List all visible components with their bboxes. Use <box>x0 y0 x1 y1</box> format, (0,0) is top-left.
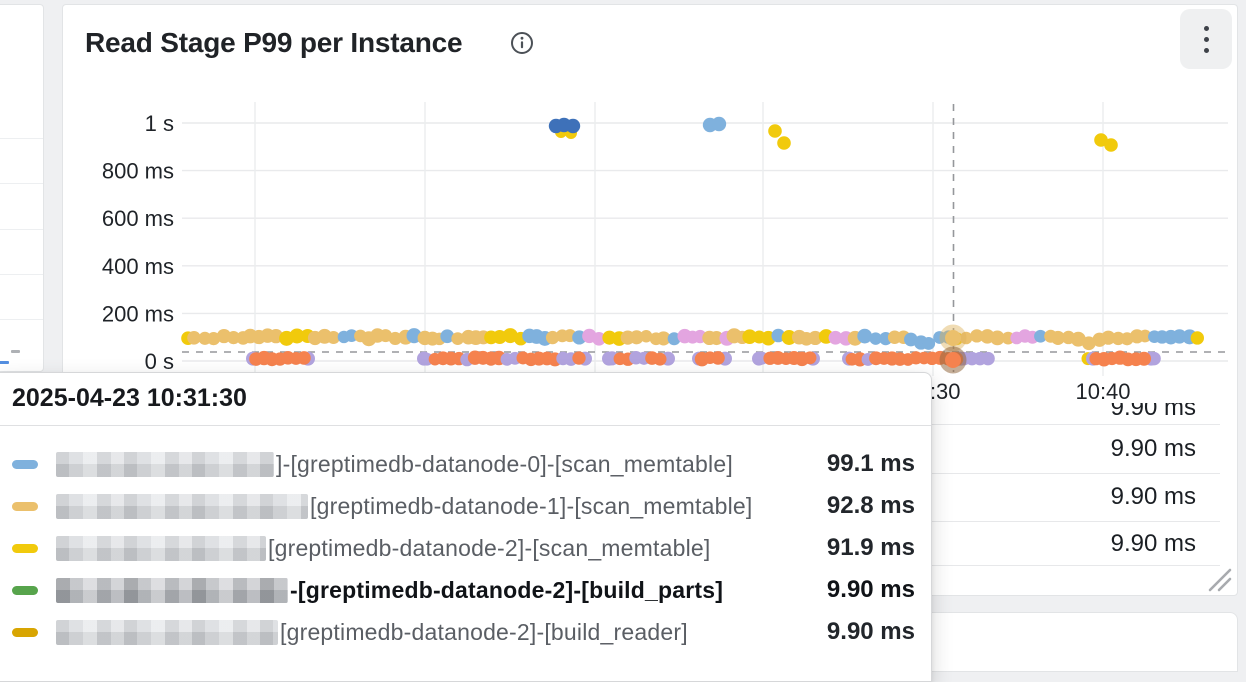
series-color-marker <box>12 585 38 595</box>
series-value: 91.9 ms <box>826 534 915 561</box>
series-value: 92.8 ms <box>826 492 915 519</box>
panel-title: Read Stage P99 per Instance <box>85 27 463 58</box>
redacted-series-name <box>56 577 288 603</box>
tooltip-series-row: -[greptimedb-datanode-2]-[build_parts] 9.… <box>0 569 931 611</box>
series-value: 9.90 ms <box>826 618 915 645</box>
adjacent-panel-left <box>0 4 44 372</box>
series-name-visible-part: -[greptimedb-datanode-2]-[build_parts] <box>290 576 724 603</box>
tooltip-series-row: [greptimedb-datanode-1]-[scan_memtable] 9… <box>0 485 931 527</box>
panel-menu-button[interactable] <box>1180 9 1232 69</box>
series-name-visible-part: [greptimedb-datanode-2]-[scan_memtable] <box>268 534 711 561</box>
series-color-marker <box>12 543 38 553</box>
chart-tooltip: 2025-04-23 10:31:30 ]-[greptimedb-datano… <box>0 372 932 682</box>
series-value: 99.1 ms <box>826 450 915 477</box>
kebab-menu-icon <box>1203 25 1209 31</box>
mini-gridline <box>0 319 43 320</box>
mini-gridline <box>0 138 43 139</box>
tooltip-divider <box>0 425 931 426</box>
tooltip-series-row: ]-[greptimedb-datanode-0]-[scan_memtable… <box>0 443 931 485</box>
legend-value[interactable]: 9.90 ms <box>1110 403 1196 421</box>
tooltip-timestamp: 2025-04-23 10:31:30 <box>12 384 247 412</box>
mini-gridline <box>0 274 43 275</box>
series-color-marker <box>12 627 38 637</box>
mini-gridline <box>0 183 43 184</box>
legend-value[interactable]: 9.90 ms <box>1110 530 1196 557</box>
redacted-series-name <box>56 493 308 519</box>
panel-resize-handle[interactable] <box>1204 566 1232 592</box>
series-value: 9.90 ms <box>826 576 915 603</box>
legend-value[interactable]: 9.90 ms <box>1110 483 1196 510</box>
redacted-series-name <box>56 535 266 561</box>
series-color-marker <box>12 501 38 511</box>
mini-gridline <box>0 229 43 230</box>
tooltip-series-row: [greptimedb-datanode-2]-[build_reader] 9.… <box>0 611 931 653</box>
series-name-visible-part: [greptimedb-datanode-2]-[build_reader] <box>280 618 688 645</box>
kebab-menu-icon <box>1203 47 1209 53</box>
series-name-visible-part: [greptimedb-datanode-1]-[scan_memtable] <box>310 492 753 519</box>
series-color-marker <box>12 459 38 469</box>
mini-series-dash <box>11 350 20 353</box>
tooltip-rows: ]-[greptimedb-datanode-0]-[scan_memtable… <box>0 426 931 653</box>
info-icon[interactable] <box>510 31 534 55</box>
redacted-series-name <box>56 619 278 645</box>
kebab-menu-icon <box>1203 36 1209 42</box>
series-name-visible-part: ]-[greptimedb-datanode-0]-[scan_memtable… <box>276 450 733 477</box>
redacted-series-name <box>56 451 274 477</box>
legend-value[interactable]: 9.90 ms <box>1110 435 1196 462</box>
tooltip-series-row: [greptimedb-datanode-2]-[scan_memtable] 9… <box>0 527 931 569</box>
mini-series-line <box>0 361 9 364</box>
